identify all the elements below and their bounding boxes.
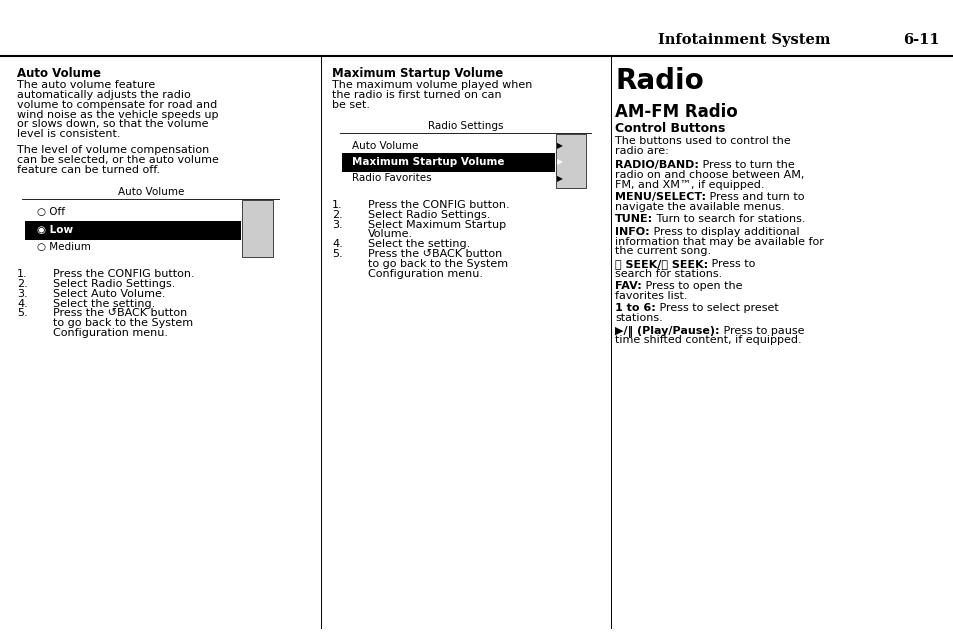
Text: to go back to the System: to go back to the System bbox=[53, 318, 193, 329]
Text: feature can be turned off.: feature can be turned off. bbox=[17, 165, 160, 175]
Text: can be selected, or the auto volume: can be selected, or the auto volume bbox=[17, 155, 219, 165]
Text: 3.: 3. bbox=[332, 219, 342, 230]
Text: Press to pause: Press to pause bbox=[720, 325, 803, 336]
Text: Auto Volume: Auto Volume bbox=[352, 140, 418, 151]
Text: 1.: 1. bbox=[17, 269, 28, 279]
Text: Press to display additional: Press to display additional bbox=[649, 226, 799, 237]
Text: FAV:: FAV: bbox=[615, 281, 641, 291]
Text: Press the CONFIG button.: Press the CONFIG button. bbox=[368, 200, 509, 210]
Text: FM, and XM™, if equipped.: FM, and XM™, if equipped. bbox=[615, 180, 764, 189]
Text: volume to compensate for road and: volume to compensate for road and bbox=[17, 100, 217, 110]
Text: ▶: ▶ bbox=[556, 174, 562, 183]
Text: Configuration menu.: Configuration menu. bbox=[53, 328, 169, 338]
Text: Press the CONFIG button.: Press the CONFIG button. bbox=[53, 269, 194, 279]
Text: Press the ↺BACK button: Press the ↺BACK button bbox=[368, 249, 502, 259]
Text: The auto volume feature: The auto volume feature bbox=[17, 80, 155, 90]
Text: Press to open the: Press to open the bbox=[641, 281, 741, 291]
Text: 1.: 1. bbox=[332, 200, 342, 210]
Text: be set.: be set. bbox=[332, 100, 370, 110]
Text: Auto Volume: Auto Volume bbox=[117, 186, 184, 197]
Text: search for stations.: search for stations. bbox=[615, 269, 721, 279]
Text: ○ Medium: ○ Medium bbox=[37, 242, 91, 252]
Text: information that may be available for: information that may be available for bbox=[615, 237, 823, 246]
Text: 4.: 4. bbox=[332, 239, 342, 249]
Text: radio are:: radio are: bbox=[615, 146, 668, 156]
Text: 3.: 3. bbox=[17, 288, 28, 299]
Text: 6-11: 6-11 bbox=[902, 33, 939, 47]
Text: Configuration menu.: Configuration menu. bbox=[368, 269, 483, 279]
Text: Press and turn to: Press and turn to bbox=[705, 192, 804, 202]
Bar bbox=[556, 134, 585, 188]
Text: navigate the available menus.: navigate the available menus. bbox=[615, 202, 784, 212]
Text: radio on and choose between AM,: radio on and choose between AM, bbox=[615, 170, 804, 180]
Text: ⏩ SEEK/⏪ SEEK:: ⏩ SEEK/⏪ SEEK: bbox=[615, 259, 708, 269]
Text: Press to select preset: Press to select preset bbox=[656, 303, 778, 313]
Bar bbox=[242, 200, 273, 258]
Text: 1 to 6:: 1 to 6: bbox=[615, 303, 656, 313]
Text: Press the ↺BACK button: Press the ↺BACK button bbox=[53, 308, 188, 318]
Text: wind noise as the vehicle speeds up: wind noise as the vehicle speeds up bbox=[17, 110, 218, 119]
Bar bbox=[25, 221, 240, 240]
Text: Auto Volume: Auto Volume bbox=[17, 67, 101, 80]
Bar bbox=[342, 153, 554, 172]
Text: Radio: Radio bbox=[615, 67, 703, 95]
Text: Turn to search for stations.: Turn to search for stations. bbox=[653, 214, 805, 225]
Text: Radio Favorites: Radio Favorites bbox=[352, 174, 432, 184]
Text: The buttons used to control the: The buttons used to control the bbox=[615, 137, 790, 146]
Text: favorites list.: favorites list. bbox=[615, 291, 687, 301]
Text: automatically adjusts the radio: automatically adjusts the radio bbox=[17, 90, 191, 100]
Text: 4.: 4. bbox=[17, 299, 28, 309]
Text: Radio Settings: Radio Settings bbox=[428, 121, 503, 131]
Text: Select Auto Volume.: Select Auto Volume. bbox=[53, 288, 166, 299]
Text: ▶: ▶ bbox=[556, 158, 562, 167]
Text: stations.: stations. bbox=[615, 313, 662, 323]
Text: ◉ Low: ◉ Low bbox=[37, 225, 73, 235]
Text: AM-FM Radio: AM-FM Radio bbox=[615, 103, 738, 121]
Text: The level of volume compensation: The level of volume compensation bbox=[17, 145, 210, 155]
Text: Maximum Startup Volume: Maximum Startup Volume bbox=[332, 67, 503, 80]
Text: Maximum Startup Volume: Maximum Startup Volume bbox=[352, 157, 504, 167]
Text: 2.: 2. bbox=[332, 210, 342, 219]
Text: Select Radio Settings.: Select Radio Settings. bbox=[53, 279, 175, 289]
Text: Control Buttons: Control Buttons bbox=[615, 122, 725, 135]
Text: ▶: ▶ bbox=[556, 141, 562, 150]
Text: Infotainment System: Infotainment System bbox=[658, 33, 830, 47]
Text: ○ Off: ○ Off bbox=[37, 207, 66, 218]
Text: TUNE:: TUNE: bbox=[615, 214, 653, 225]
Text: RADIO/BAND:: RADIO/BAND: bbox=[615, 160, 699, 170]
Text: time shifted content, if equipped.: time shifted content, if equipped. bbox=[615, 336, 801, 345]
Text: or slows down, so that the volume: or slows down, so that the volume bbox=[17, 119, 209, 130]
Text: 5.: 5. bbox=[17, 308, 28, 318]
Text: level is consistent.: level is consistent. bbox=[17, 130, 120, 139]
Text: Press to: Press to bbox=[708, 259, 755, 269]
Text: to go back to the System: to go back to the System bbox=[368, 259, 508, 269]
Text: Select the setting.: Select the setting. bbox=[53, 299, 155, 309]
Text: 2.: 2. bbox=[17, 279, 28, 289]
Text: the current song.: the current song. bbox=[615, 246, 711, 256]
Text: The maximum volume played when: The maximum volume played when bbox=[332, 80, 532, 90]
Text: the radio is first turned on can: the radio is first turned on can bbox=[332, 90, 501, 100]
Text: Select Maximum Startup: Select Maximum Startup bbox=[368, 219, 506, 230]
Text: ▶/‖ (Play/Pause):: ▶/‖ (Play/Pause): bbox=[615, 325, 720, 337]
Text: MENU/SELECT:: MENU/SELECT: bbox=[615, 192, 705, 202]
Text: Select Radio Settings.: Select Radio Settings. bbox=[368, 210, 490, 219]
Text: INFO:: INFO: bbox=[615, 226, 649, 237]
Text: Volume.: Volume. bbox=[368, 230, 413, 239]
Text: Select the setting.: Select the setting. bbox=[368, 239, 470, 249]
Text: 5.: 5. bbox=[332, 249, 342, 259]
Text: Press to turn the: Press to turn the bbox=[699, 160, 794, 170]
